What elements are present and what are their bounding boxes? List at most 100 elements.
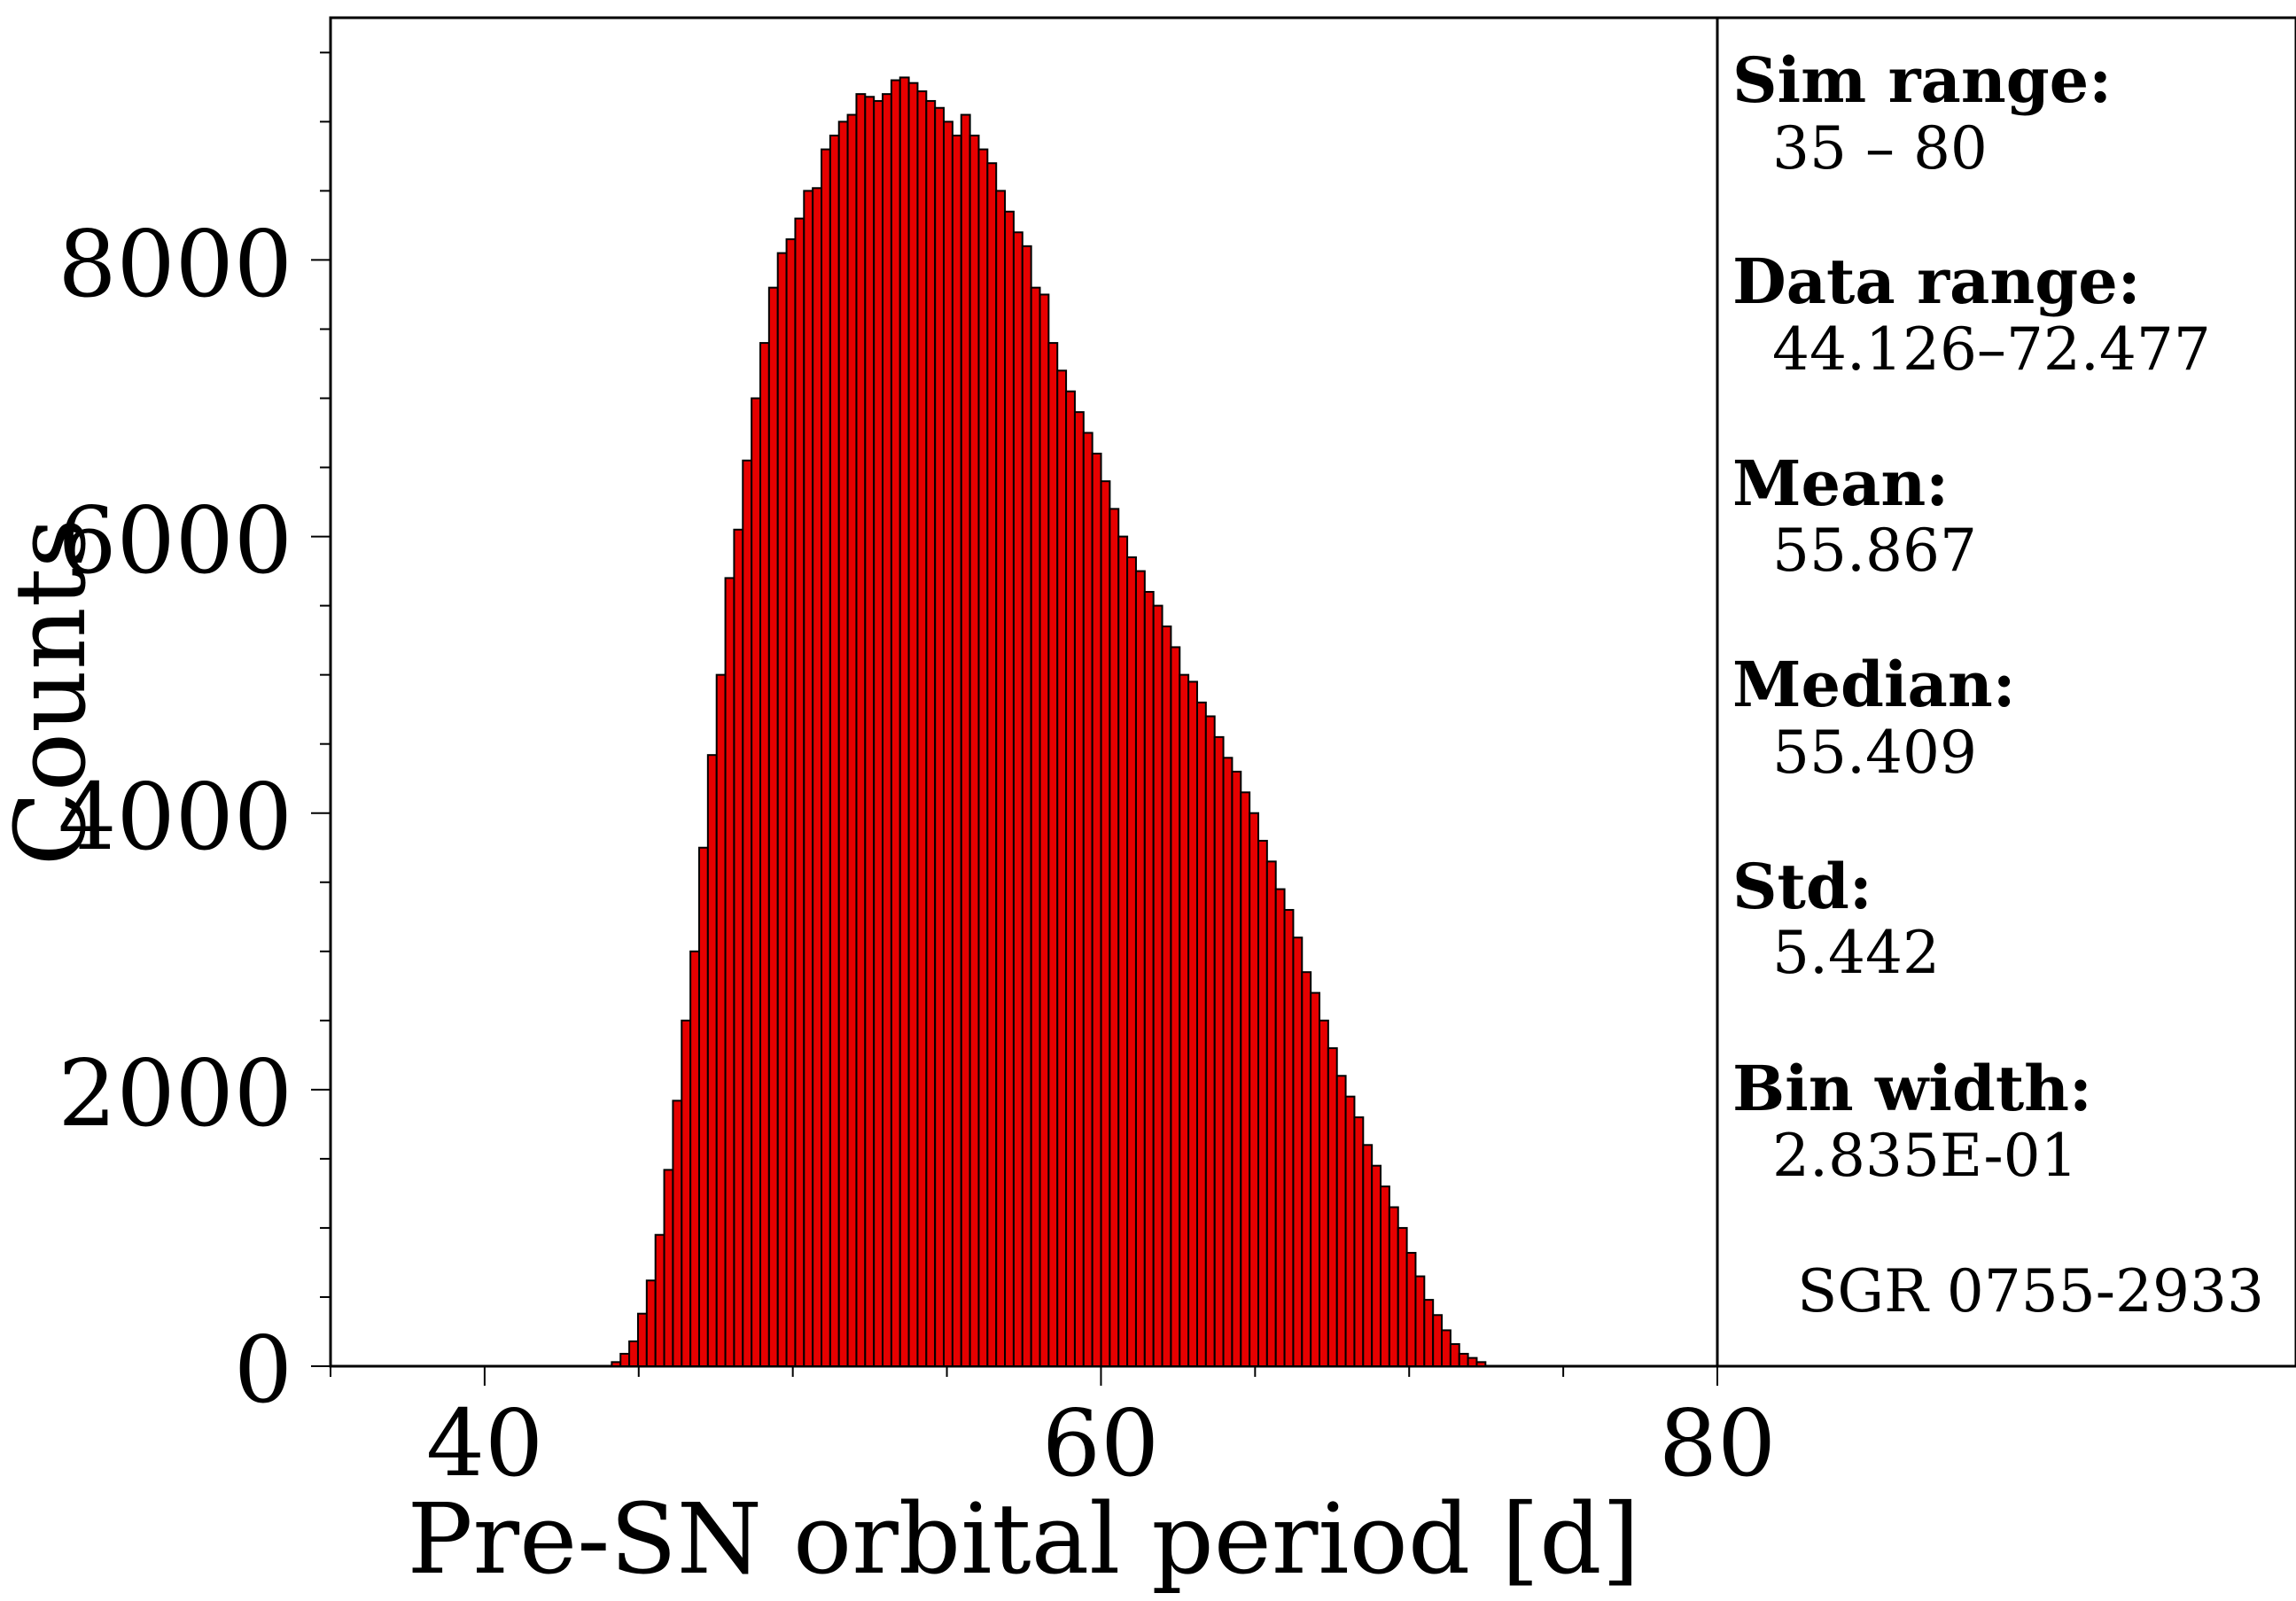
histogram-bar [986, 162, 998, 1368]
histogram-bar [1047, 342, 1059, 1368]
x-tick-label-60: 60 [1042, 1389, 1159, 1497]
histogram-bar [821, 148, 831, 1368]
histogram-bar [934, 106, 946, 1367]
histogram-bar [1319, 1019, 1329, 1367]
histogram-bar [1371, 1164, 1382, 1367]
histogram-bar [1265, 860, 1277, 1367]
histogram-bar [715, 673, 727, 1367]
histogram-bar [1073, 411, 1085, 1367]
sim-range-value: 35 – 80 [1772, 114, 1988, 183]
histogram-bar [1467, 1356, 1478, 1368]
histogram-bar [1152, 604, 1164, 1367]
histogram-bar [1432, 1314, 1444, 1367]
mean-value: 55.867 [1772, 517, 1977, 585]
histogram-bar [1257, 839, 1268, 1367]
x-tick-label-80: 80 [1659, 1389, 1776, 1497]
histogram-bar [1335, 1075, 1347, 1367]
histogram-bar [1117, 535, 1129, 1367]
histogram-bar [697, 846, 709, 1367]
histogram-bar [689, 950, 700, 1368]
histogram-bar [1380, 1185, 1390, 1367]
y-tick-label-6000: 6000 [58, 486, 292, 595]
histogram-bar [1441, 1329, 1452, 1368]
histogram-bar [1030, 286, 1041, 1367]
histogram-bar [1222, 757, 1234, 1367]
std-value: 5.442 [1772, 919, 1940, 987]
histogram-bar [1353, 1116, 1365, 1367]
histogram-bar [1213, 735, 1225, 1367]
histogram-bar [899, 76, 910, 1367]
histogram-bar [1292, 937, 1304, 1368]
y-tick-label-4000: 4000 [58, 763, 292, 871]
std-label: Std: [1732, 850, 1872, 923]
histogram-bar [706, 754, 718, 1367]
bin-width-label: Bin width: [1732, 1052, 2092, 1125]
histogram-bar [890, 79, 901, 1367]
y-axis-ticks [311, 51, 331, 1367]
histogram-bar [1065, 390, 1076, 1368]
histogram-bar [1039, 293, 1050, 1368]
histogram-bar [785, 238, 797, 1367]
histogram-bar [837, 120, 849, 1367]
histogram-bar [1082, 431, 1094, 1367]
histogram-bar [812, 187, 823, 1367]
sim-range-label: Sim range: [1732, 43, 2112, 117]
histogram-bar [1179, 673, 1190, 1367]
histogram-bar [776, 252, 788, 1367]
histogram-bar [1397, 1226, 1408, 1368]
histogram-bar [1056, 369, 1068, 1367]
histogram-bar [1231, 770, 1242, 1367]
histogram-bar [803, 190, 814, 1367]
histogram-bar [1274, 888, 1286, 1367]
y-tick-label-0: 0 [234, 1316, 292, 1424]
histogram-bar [1170, 646, 1181, 1367]
histogram-bar [977, 148, 989, 1368]
histogram-bar [960, 113, 971, 1367]
histogram-bar [1143, 591, 1155, 1367]
histogram-bar [943, 120, 953, 1367]
median-value: 55.409 [1772, 719, 1977, 787]
data-range-label: Data range: [1732, 245, 2141, 318]
histogram-bar [1195, 701, 1207, 1367]
x-axis-title: Pre-SN orbital period [d] [408, 1482, 1640, 1596]
histogram-bar [724, 577, 735, 1367]
histogram-bar [995, 190, 1007, 1367]
histogram-bar [916, 90, 928, 1367]
histogram-bar [1362, 1144, 1374, 1368]
mean-label: Mean: [1732, 447, 1949, 520]
histogram-bar [951, 134, 962, 1368]
x-tick-label-40: 40 [426, 1389, 543, 1497]
histogram-bar [907, 82, 919, 1367]
histogram-bar [829, 134, 840, 1368]
x-axis-ticks [330, 1366, 1718, 1386]
histogram-bar [1134, 570, 1146, 1367]
histogram-bar [1161, 626, 1172, 1367]
histogram-bar [873, 99, 884, 1368]
histogram-bar [1301, 971, 1312, 1367]
histogram-bar [1344, 1095, 1356, 1368]
histogram-bar [1012, 231, 1023, 1368]
object-name-label: SGR 0755-2933 [1797, 1257, 2264, 1325]
histogram-bar [1004, 210, 1015, 1367]
data-range-value: 44.126–72.477 [1772, 315, 2211, 384]
histogram-bar [1249, 812, 1259, 1367]
histogram-bar [1100, 480, 1111, 1367]
histogram-bar [742, 459, 753, 1367]
histogram-bar [645, 1279, 657, 1367]
histogram-bar [1109, 508, 1120, 1367]
histogram-bar [855, 93, 867, 1367]
y-tick-label-8000: 8000 [58, 210, 292, 318]
median-label: Median: [1732, 648, 2016, 721]
histogram-bar [882, 93, 892, 1367]
histogram-bar [1283, 908, 1295, 1367]
histogram-bar [846, 113, 858, 1367]
histogram-bar [925, 99, 937, 1368]
histogram-bar [1126, 556, 1137, 1367]
y-axis-title: Counts [0, 518, 107, 867]
histogram-bar [1449, 1343, 1460, 1368]
histogram-bar [794, 217, 806, 1368]
histogram-bar [1240, 791, 1251, 1367]
histogram-bar [681, 1019, 692, 1367]
histogram-bar [1414, 1275, 1426, 1368]
